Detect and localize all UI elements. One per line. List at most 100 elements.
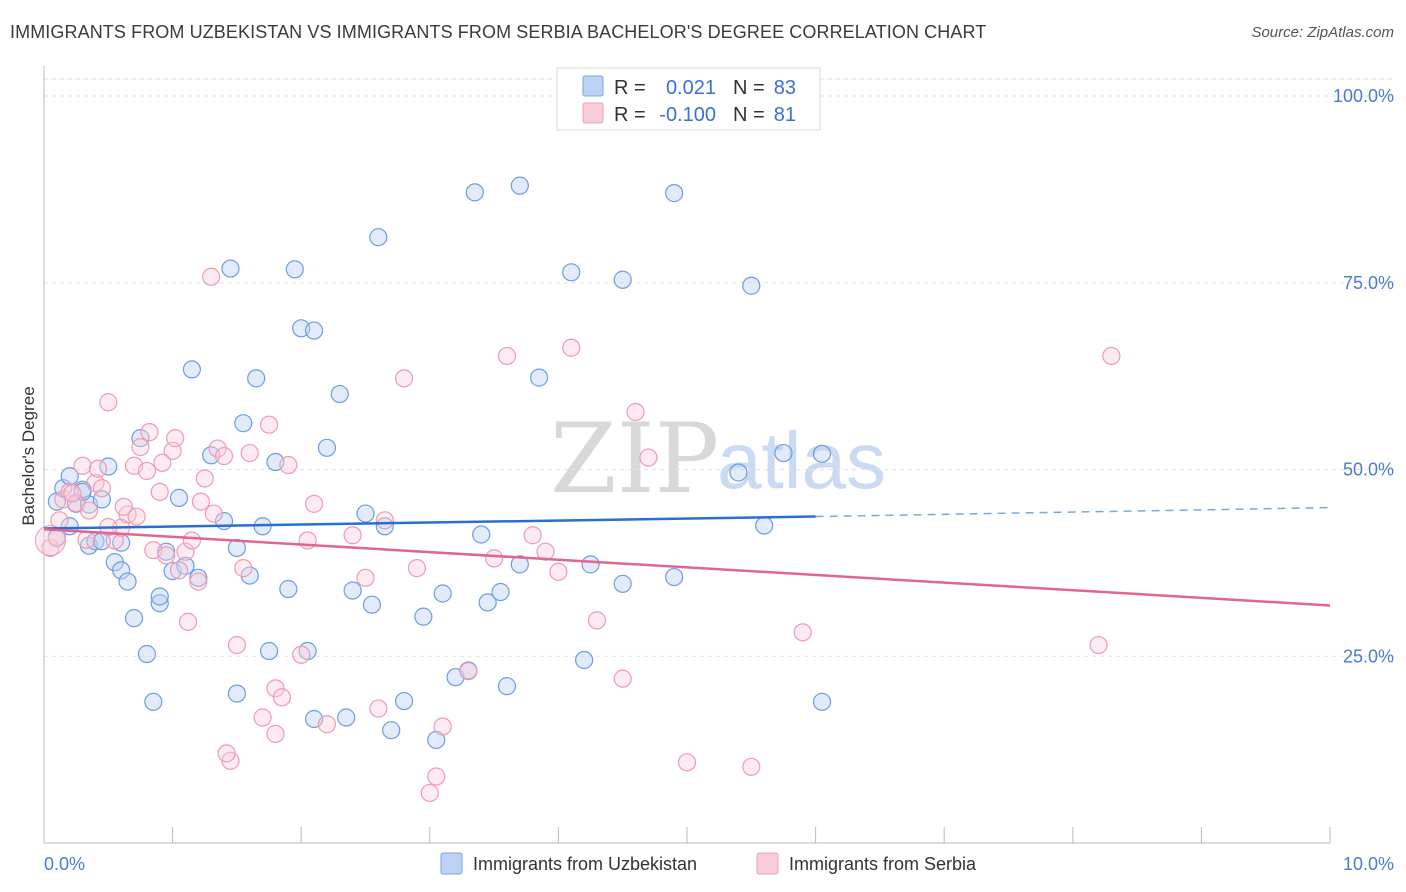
point-serbia — [77, 530, 96, 549]
point-uzbekistan — [665, 567, 684, 587]
point-uzbekistan — [221, 259, 240, 278]
point-uzbekistan — [575, 650, 594, 670]
point-serbia — [1089, 635, 1108, 655]
point-uzbekistan — [491, 582, 510, 602]
x-tick-label-min: 0.0% — [44, 854, 85, 874]
point-serbia — [204, 504, 223, 523]
point-serbia — [182, 531, 201, 550]
y-tick-labels: 25.0% 50.0% 75.0% 100.0% — [1333, 86, 1394, 666]
point-serbia — [407, 559, 427, 578]
point-serbia — [292, 645, 311, 664]
point-uzbekistan — [247, 369, 266, 388]
point-uzbekistan — [433, 584, 452, 603]
point-uzbekistan — [112, 561, 131, 580]
legend-r-value-serbia: -0.100 — [659, 104, 716, 126]
bottom-legend-swatch-uzbekistan — [440, 852, 463, 875]
point-serbia — [41, 538, 60, 558]
bottom-legend-label-uzbekistan: Immigrants from Uzbekistan — [473, 854, 697, 874]
point-serbia — [343, 526, 362, 545]
point-uzbekistan — [510, 555, 529, 574]
point-uzbekistan — [240, 566, 259, 585]
point-serbia — [742, 757, 761, 776]
point-uzbekistan — [613, 270, 632, 289]
legend-swatch-uzbekistan — [582, 75, 604, 97]
point-serbia — [79, 501, 99, 520]
point-uzbekistan — [234, 414, 253, 433]
point-uzbekistan — [530, 368, 549, 387]
point-serbia — [549, 562, 568, 581]
point-serbia — [92, 479, 111, 498]
point-uzbekistan — [202, 446, 221, 465]
point-uzbekistan — [729, 463, 748, 482]
point-uzbekistan — [304, 321, 324, 340]
series-uzbekistan-points — [47, 176, 832, 750]
point-serbia — [677, 753, 697, 772]
point-uzbekistan — [510, 176, 529, 195]
point-serbia — [127, 507, 146, 526]
point-uzbekistan — [755, 516, 774, 535]
legend-r-value-uzbekistan: 0.021 — [666, 77, 716, 99]
trend-line-uzbekistan-extension — [815, 506, 1331, 518]
point-uzbekistan — [774, 443, 793, 463]
legend-r-label-serbia: R = — [614, 104, 646, 126]
point-uzbekistan — [742, 276, 761, 295]
y-tick-label: 50.0% — [1343, 460, 1394, 480]
point-serbia — [394, 369, 414, 388]
point-serbia — [88, 459, 108, 478]
legend-n-label-serbia: N = — [733, 104, 765, 126]
legend-swatch-serbia — [582, 102, 604, 124]
point-serbia — [266, 679, 285, 698]
point-serbia — [240, 443, 259, 463]
point-uzbekistan — [118, 572, 137, 591]
watermark-atlas: atlas — [717, 416, 886, 505]
point-serbia — [176, 542, 195, 561]
point-serbia — [131, 437, 150, 457]
point-serbia — [253, 708, 272, 727]
point-uzbekistan — [144, 692, 163, 711]
point-uzbekistan — [150, 587, 169, 606]
point-uzbekistan — [478, 593, 497, 612]
y-tick-label: 100.0% — [1333, 86, 1394, 106]
point-serbia — [217, 744, 236, 763]
y-axis-label: Bachelor's Degree — [19, 386, 38, 525]
point-uzbekistan — [382, 721, 401, 740]
point-serbia — [73, 456, 92, 475]
point-serbia — [214, 446, 234, 466]
point-serbia-cluster — [34, 524, 66, 556]
point-uzbekistan — [150, 594, 169, 613]
point-uzbekistan — [394, 691, 414, 711]
point-uzbekistan — [337, 708, 356, 727]
point-serbia — [137, 461, 156, 481]
point-uzbekistan — [369, 228, 388, 247]
point-uzbekistan — [137, 644, 156, 664]
point-serbia — [208, 439, 227, 458]
point-serbia — [485, 549, 504, 568]
trend-line-uzbekistan — [43, 515, 816, 530]
point-serbia — [169, 561, 189, 580]
point-serbia — [234, 559, 253, 578]
legend-n-value-uzbekistan: 83 — [774, 77, 796, 99]
point-serbia — [150, 482, 169, 502]
point-serbia — [420, 783, 439, 803]
point-serbia — [63, 484, 82, 503]
point-serbia — [140, 423, 159, 442]
point-uzbekistan — [330, 384, 349, 404]
y-tick-label: 75.0% — [1343, 273, 1394, 293]
point-uzbekistan — [227, 684, 246, 703]
point-uzbekistan — [414, 607, 433, 626]
point-uzbekistan — [279, 579, 298, 599]
point-serbia — [99, 393, 118, 412]
point-serbia — [1102, 346, 1121, 366]
point-uzbekistan — [259, 641, 279, 661]
series-serbia-points — [34, 267, 1121, 803]
point-serbia — [562, 338, 581, 357]
bottom-legend-label-serbia: Immigrants from Serbia — [789, 854, 977, 874]
point-serbia — [157, 546, 176, 565]
point-uzbekistan — [227, 538, 246, 558]
point-serbia — [114, 497, 133, 516]
point-serbia — [266, 724, 285, 744]
point-uzbekistan — [665, 184, 684, 203]
point-uzbekistan — [317, 438, 337, 457]
point-serbia — [317, 715, 337, 734]
